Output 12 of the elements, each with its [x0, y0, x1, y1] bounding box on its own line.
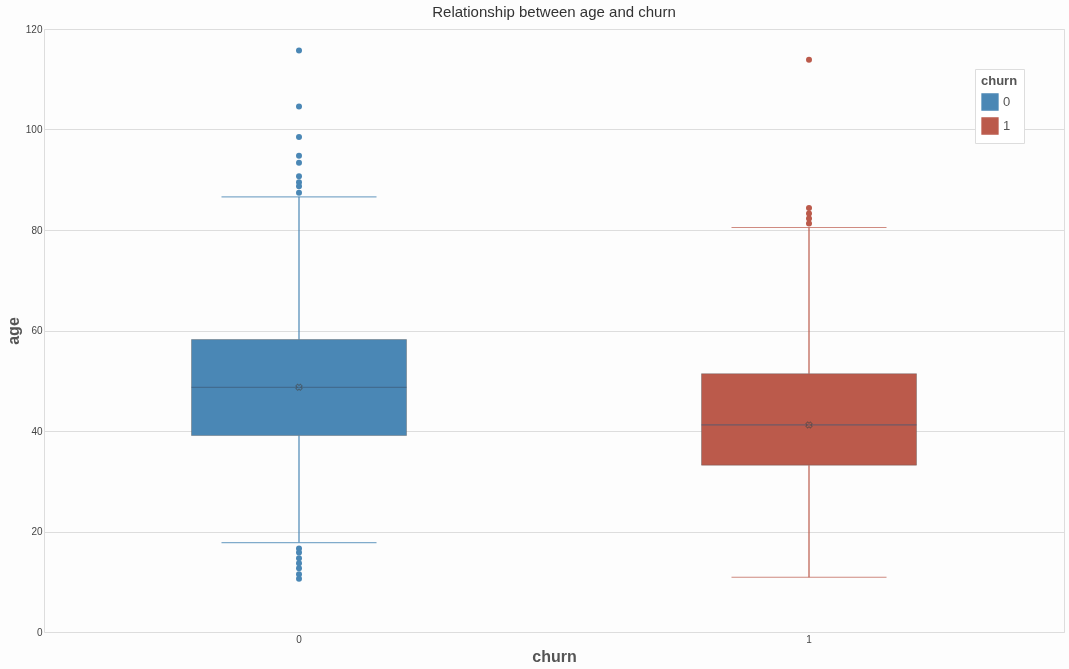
chart-title: Relationship between age and churn: [432, 3, 676, 20]
legend-title: churn: [981, 73, 1018, 88]
y-tick-label: 80: [31, 224, 43, 236]
legend-label: 1: [1003, 118, 1011, 133]
y-tick-label: 100: [25, 124, 43, 135]
y-tick-label: 20: [31, 526, 43, 537]
y-tick-label: 40: [31, 425, 43, 437]
y-tick-label: 60: [31, 325, 43, 336]
y-axis-title: age: [4, 317, 22, 345]
y-tick-label: 120: [25, 23, 43, 35]
x-axis-title: churn: [532, 647, 577, 665]
legend-label: 0: [1003, 94, 1011, 109]
